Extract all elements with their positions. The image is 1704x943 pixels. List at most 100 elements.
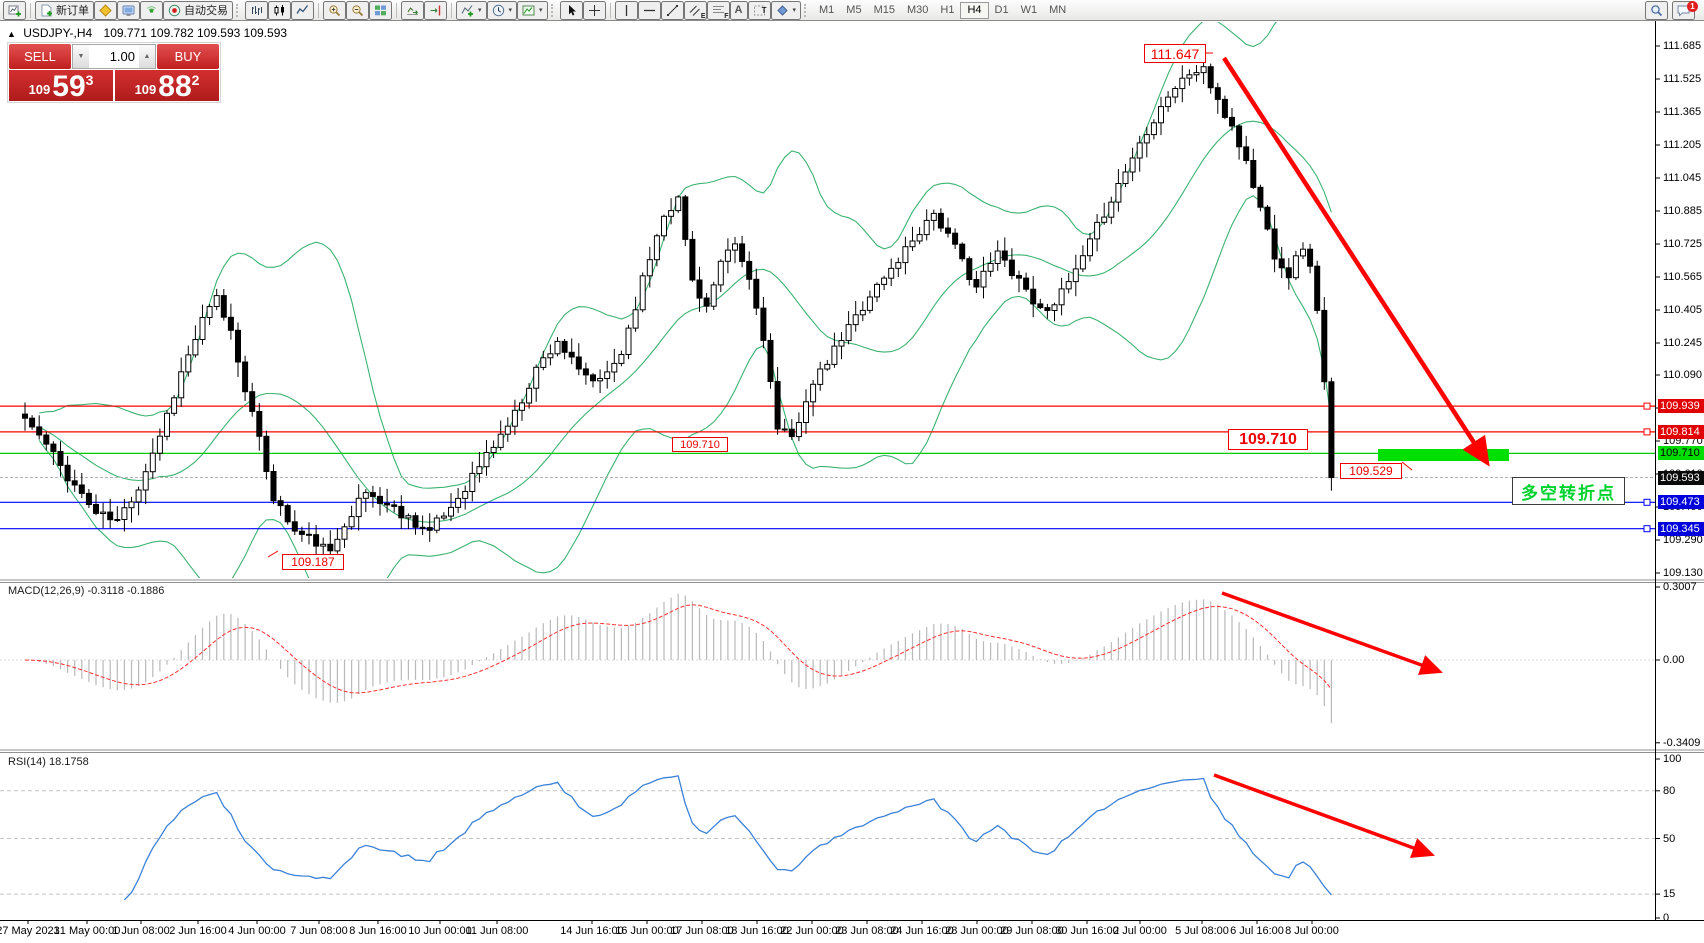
label-swing-high: 111.647 [1144, 44, 1206, 63]
volume-increase-button[interactable]: ▲ [139, 45, 155, 68]
time-axis-label: 22 Jun 00:00 [780, 925, 844, 937]
zoom-out-button[interactable] [346, 0, 369, 20]
zoom-in-button[interactable] [323, 0, 346, 20]
macd-axis-tick: 0.3007 [1663, 580, 1697, 593]
price-tag: 109.345 [1658, 521, 1704, 536]
toolbar: 新订单 自动交易 ▾ ▾ ▾ E F A T ▾ M1 M5 M15 M30 H1 H4 D… [0, 0, 1704, 21]
text-tool-letter: A [734, 4, 743, 16]
channel-icon [689, 5, 700, 16]
indicators-button[interactable]: ▾ [456, 0, 487, 20]
toolbar-separator [451, 2, 452, 18]
indicators-icon [461, 4, 473, 16]
timeframe-mn-button[interactable]: MN [1049, 3, 1067, 16]
buy-price-sup: 2 [191, 72, 200, 88]
macd-trend-arrow[interactable] [1221, 591, 1443, 675]
price-tag: 109.814 [1658, 424, 1704, 439]
new-chart-button[interactable] [3, 0, 26, 20]
fibonacci-tool-button[interactable]: F [706, 0, 730, 20]
search-button[interactable] [1645, 0, 1668, 20]
label-tool-letter: T [761, 5, 767, 15]
collapse-triangle-icon[interactable]: ▲ [7, 29, 16, 39]
sell-button[interactable]: SELL [9, 44, 71, 69]
macd-label: MACD(12,26,9) -0.3118 -0.1886 [8, 585, 165, 597]
trendline-tool-button[interactable] [660, 0, 684, 20]
horizontal-line-tool-button[interactable] [637, 0, 661, 20]
timeframe-h1-button[interactable]: H1 [940, 3, 955, 16]
signals-button[interactable] [140, 0, 163, 20]
label-level-main: 109.710 [1228, 429, 1308, 450]
autoscroll-icon [407, 6, 418, 15]
cursor-tool-button[interactable] [559, 0, 583, 20]
price-axis-tick: 111.365 [1663, 106, 1702, 118]
terminal-button[interactable] [117, 0, 140, 20]
timeframe-m30-button[interactable]: M30 [906, 3, 929, 16]
rsi-trend-arrow[interactable] [1213, 773, 1435, 858]
timeframe-m1-button[interactable]: M1 [819, 3, 835, 16]
timeframe-d1-button[interactable]: D1 [994, 3, 1009, 16]
label-tool-button[interactable]: T [747, 0, 771, 20]
time-axis-label: 27 May 2021 [0, 925, 60, 937]
volume-input[interactable]: 1.00 [109, 49, 135, 64]
crosshair-icon [588, 4, 600, 16]
buy-button[interactable]: BUY [157, 44, 219, 69]
auto-scroll-button[interactable] [401, 0, 424, 20]
auto-trading-button[interactable]: 自动交易 [163, 0, 233, 20]
candlestick-chart-button[interactable] [268, 0, 291, 20]
neworder-icon [41, 4, 52, 16]
arrows-tool-button[interactable]: ▾ [770, 0, 802, 20]
one-click-trade-panel: SELL ▼ 1.00 ▲ BUY 109 59 3 109 88 2 [7, 42, 221, 103]
chart-shift-button[interactable] [424, 0, 447, 20]
price-axis-tick: 110.885 [1663, 205, 1702, 218]
time-axis-label: 29 Jun 08:00 [1000, 925, 1064, 937]
price-axis-tick: 111.205 [1663, 139, 1702, 151]
time-axis-label: 1 Jun 08:00 [112, 925, 170, 937]
linechart-icon [296, 4, 309, 14]
signals-icon [147, 5, 156, 13]
timeframe-m5-button[interactable]: M5 [846, 3, 862, 16]
time-axis-label: 23 Jun 08:00 [835, 925, 899, 937]
new-order-label: 新订单 [56, 5, 89, 17]
channel-letter: E [700, 12, 706, 20]
crosshair-tool-button[interactable] [582, 0, 606, 20]
notifications-button[interactable]: 1 [1672, 0, 1698, 20]
time-axis-label: 17 Jun 08:00 [670, 925, 734, 937]
buy-price-small: 109 [134, 82, 157, 97]
templates-button[interactable]: ▾ [517, 0, 548, 20]
symbol-header: ▲ USDJPY-,H4 109.771 109.782 109.593 109… [7, 26, 287, 40]
volume-decrease-button[interactable]: ▼ [73, 45, 89, 68]
time-axis-label: 11 Jun 08:00 [465, 925, 529, 937]
caret-icon: ▾ [792, 7, 797, 14]
time-axis-label: 5 Jul 08:00 [1175, 925, 1229, 937]
time-axis-label: 6 Jul 16:00 [1230, 925, 1284, 937]
label-level-left: 109.710 [672, 437, 728, 452]
vertical-line-tool-button[interactable] [614, 0, 638, 20]
fibo-letter: F [724, 12, 729, 20]
cursor-icon [568, 4, 576, 15]
search-icon [1651, 4, 1663, 16]
auto-trading-label: 自动交易 [184, 5, 228, 17]
periods-button[interactable]: ▾ [486, 0, 518, 20]
reversal-note[interactable]: 多空转折点 [1512, 477, 1625, 505]
channel-tool-button[interactable]: E [683, 0, 707, 20]
toolbar-grip [804, 3, 810, 17]
text-tool-button[interactable]: A [729, 0, 748, 20]
rsi-axis-tick: 100 [1663, 753, 1682, 765]
timeframe-h4-button[interactable]: H4 [960, 1, 989, 19]
metaeditor-icon [99, 3, 112, 17]
tile-windows-button[interactable] [369, 0, 392, 20]
metaeditor-button[interactable] [94, 0, 117, 20]
line-chart-button[interactable] [291, 0, 314, 20]
new-order-button[interactable]: 新订单 [35, 0, 94, 20]
volume-box: ▼ 1.00 ▲ [72, 44, 156, 69]
rsi-label: RSI(14) 18.1758 [8, 756, 89, 768]
timeframe-w1-button[interactable]: W1 [1020, 3, 1038, 16]
price-axis-tick: 111.045 [1663, 172, 1702, 184]
buy-price[interactable]: 109 88 2 [115, 70, 219, 102]
sell-price[interactable]: 109 59 3 [9, 70, 113, 102]
timeframe-m15-button[interactable]: M15 [873, 3, 895, 16]
bar-chart-button[interactable] [245, 0, 268, 20]
sell-button-label: SELL [24, 49, 56, 64]
price-trend-arrow[interactable] [1222, 56, 1490, 467]
price-axis-tick: 110.725 [1663, 238, 1702, 251]
